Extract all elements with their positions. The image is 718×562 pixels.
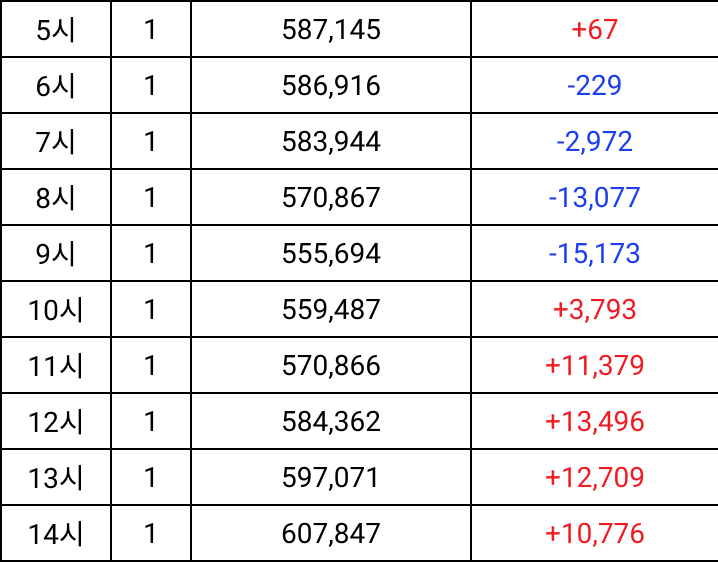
time-cell: 5시 bbox=[1, 1, 111, 57]
count-cell: 570,866 bbox=[191, 337, 471, 393]
time-cell: 6시 bbox=[1, 57, 111, 113]
table-row: 9시 1 555,694 -15,173 bbox=[1, 225, 718, 281]
time-cell: 12시 bbox=[1, 393, 111, 449]
change-cell: +10,776 bbox=[471, 505, 718, 561]
time-cell: 9시 bbox=[1, 225, 111, 281]
rank-cell: 1 bbox=[111, 225, 191, 281]
change-cell: -13,077 bbox=[471, 169, 718, 225]
table-row: 14시 1 607,847 +10,776 bbox=[1, 505, 718, 561]
hourly-data-table: 5시 1 587,145 +67 6시 1 586,916 -229 7시 1 … bbox=[0, 0, 718, 562]
count-cell: 597,071 bbox=[191, 449, 471, 505]
time-cell: 10시 bbox=[1, 281, 111, 337]
rank-cell: 1 bbox=[111, 393, 191, 449]
change-cell: +13,496 bbox=[471, 393, 718, 449]
table-row: 5시 1 587,145 +67 bbox=[1, 1, 718, 57]
change-cell: +12,709 bbox=[471, 449, 718, 505]
table-body: 5시 1 587,145 +67 6시 1 586,916 -229 7시 1 … bbox=[1, 1, 718, 561]
count-cell: 586,916 bbox=[191, 57, 471, 113]
change-cell: +11,379 bbox=[471, 337, 718, 393]
count-cell: 584,362 bbox=[191, 393, 471, 449]
table-row: 10시 1 559,487 +3,793 bbox=[1, 281, 718, 337]
count-cell: 607,847 bbox=[191, 505, 471, 561]
table-row: 13시 1 597,071 +12,709 bbox=[1, 449, 718, 505]
rank-cell: 1 bbox=[111, 57, 191, 113]
change-cell: -15,173 bbox=[471, 225, 718, 281]
table-row: 11시 1 570,866 +11,379 bbox=[1, 337, 718, 393]
rank-cell: 1 bbox=[111, 1, 191, 57]
time-cell: 11시 bbox=[1, 337, 111, 393]
table-row: 8시 1 570,867 -13,077 bbox=[1, 169, 718, 225]
change-cell: -229 bbox=[471, 57, 718, 113]
change-cell: +3,793 bbox=[471, 281, 718, 337]
change-cell: +67 bbox=[471, 1, 718, 57]
rank-cell: 1 bbox=[111, 113, 191, 169]
time-cell: 13시 bbox=[1, 449, 111, 505]
count-cell: 570,867 bbox=[191, 169, 471, 225]
time-cell: 8시 bbox=[1, 169, 111, 225]
count-cell: 587,145 bbox=[191, 1, 471, 57]
rank-cell: 1 bbox=[111, 505, 191, 561]
count-cell: 555,694 bbox=[191, 225, 471, 281]
change-cell: -2,972 bbox=[471, 113, 718, 169]
rank-cell: 1 bbox=[111, 337, 191, 393]
count-cell: 559,487 bbox=[191, 281, 471, 337]
table-row: 12시 1 584,362 +13,496 bbox=[1, 393, 718, 449]
rank-cell: 1 bbox=[111, 281, 191, 337]
count-cell: 583,944 bbox=[191, 113, 471, 169]
rank-cell: 1 bbox=[111, 449, 191, 505]
table-row: 7시 1 583,944 -2,972 bbox=[1, 113, 718, 169]
table-row: 6시 1 586,916 -229 bbox=[1, 57, 718, 113]
time-cell: 7시 bbox=[1, 113, 111, 169]
rank-cell: 1 bbox=[111, 169, 191, 225]
time-cell: 14시 bbox=[1, 505, 111, 561]
